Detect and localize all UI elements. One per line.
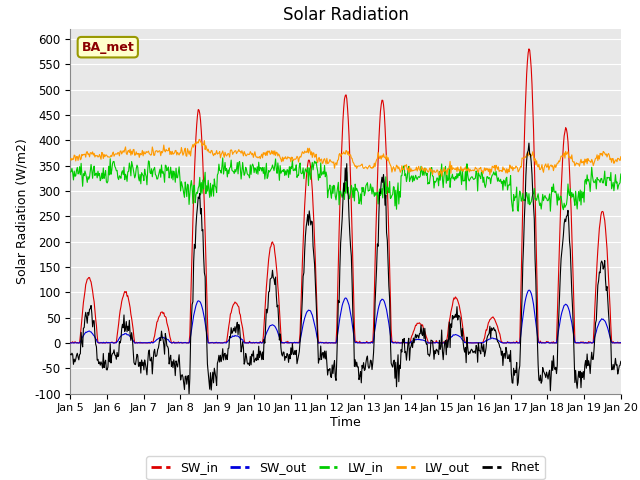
SW_in bbox=[219, 340, 227, 346]
LW_in bbox=[413, 177, 421, 182]
LW_out bbox=[617, 154, 625, 160]
SW_in bbox=[190, 192, 198, 198]
LW_in bbox=[509, 208, 516, 214]
LW_in bbox=[189, 201, 196, 206]
SW_out bbox=[219, 340, 227, 346]
SW_out bbox=[617, 340, 625, 346]
SW_out bbox=[429, 340, 437, 346]
LW_in bbox=[429, 174, 437, 180]
SW_out bbox=[134, 340, 141, 346]
Rnet bbox=[67, 351, 74, 357]
LW_out bbox=[413, 168, 421, 174]
SW_out bbox=[68, 340, 76, 346]
LW_out bbox=[67, 156, 74, 162]
Rnet bbox=[190, 259, 198, 264]
Rnet bbox=[429, 346, 437, 351]
LW_in bbox=[77, 172, 84, 178]
LW_out bbox=[219, 148, 227, 154]
SW_out bbox=[190, 313, 198, 319]
X-axis label: Time: Time bbox=[330, 416, 361, 429]
Rnet bbox=[219, 346, 227, 352]
LW_in bbox=[219, 155, 227, 161]
LW_out bbox=[189, 142, 196, 147]
SW_in bbox=[77, 324, 85, 330]
SW_in bbox=[67, 340, 74, 346]
Legend: SW_in, SW_out, LW_in, LW_out, Rnet: SW_in, SW_out, LW_in, LW_out, Rnet bbox=[146, 456, 545, 480]
SW_in bbox=[429, 339, 437, 345]
LW_out bbox=[77, 157, 84, 163]
Line: LW_out: LW_out bbox=[70, 139, 621, 176]
SW_in bbox=[413, 320, 421, 326]
Rnet bbox=[413, 332, 421, 338]
LW_out bbox=[133, 152, 141, 157]
LW_in bbox=[67, 169, 74, 175]
Y-axis label: Solar Radiation (W/m2): Solar Radiation (W/m2) bbox=[15, 138, 29, 284]
Line: SW_in: SW_in bbox=[70, 49, 621, 343]
Rnet bbox=[133, 351, 141, 357]
Rnet bbox=[617, 359, 625, 364]
Line: LW_in: LW_in bbox=[70, 158, 621, 211]
Line: SW_out: SW_out bbox=[70, 290, 621, 343]
SW_out bbox=[413, 336, 421, 342]
SW_in bbox=[67, 340, 75, 346]
LW_out bbox=[438, 173, 445, 179]
SW_out bbox=[525, 287, 532, 293]
SW_in bbox=[134, 340, 141, 346]
LW_in bbox=[218, 163, 226, 169]
Line: Rnet: Rnet bbox=[70, 143, 621, 394]
Title: Solar Radiation: Solar Radiation bbox=[283, 6, 408, 24]
SW_out bbox=[67, 340, 74, 346]
LW_in bbox=[133, 162, 141, 168]
SW_in bbox=[617, 340, 625, 346]
SW_in bbox=[525, 46, 532, 52]
LW_out bbox=[429, 168, 437, 174]
LW_in bbox=[617, 171, 625, 177]
SW_out bbox=[77, 337, 85, 343]
LW_out bbox=[196, 136, 204, 142]
Text: BA_met: BA_met bbox=[81, 41, 134, 54]
Rnet bbox=[77, 351, 84, 357]
Rnet bbox=[525, 140, 532, 146]
Rnet bbox=[185, 391, 193, 397]
